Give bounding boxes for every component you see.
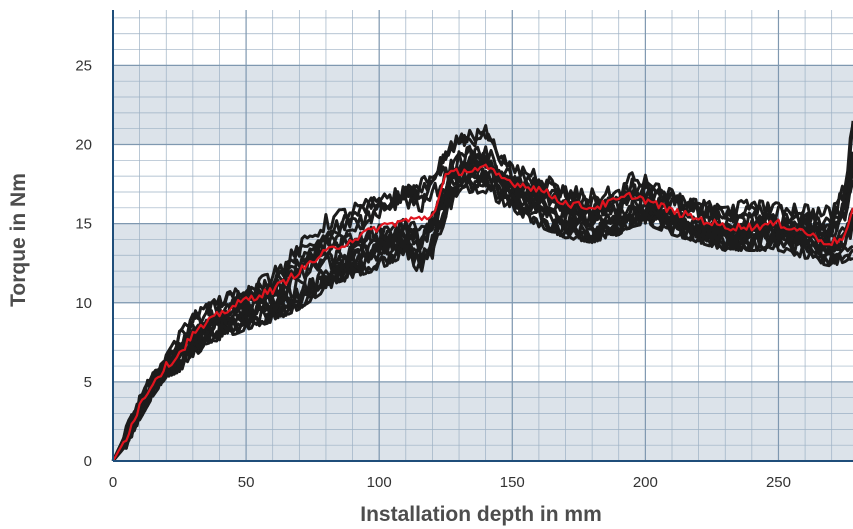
- background-band: [113, 381, 853, 461]
- mean-line: [112, 163, 853, 462]
- y-axis-title: Torque in Nm: [7, 173, 30, 307]
- x-tick-label: 0: [109, 474, 117, 491]
- x-tick-label: 200: [633, 474, 658, 491]
- run-curve: [111, 123, 853, 462]
- x-tick-label: 250: [766, 474, 791, 491]
- x-axis-title: Installation depth in mm: [360, 503, 602, 526]
- run-curve: [111, 184, 853, 462]
- x-tick-label: 150: [500, 474, 525, 491]
- x-tick-label: 50: [238, 474, 255, 491]
- y-tick-label: 0: [84, 453, 92, 470]
- y-tick-label: 25: [75, 57, 92, 74]
- y-tick-label: 20: [75, 137, 92, 154]
- x-tick-label: 100: [367, 474, 392, 491]
- y-tick-label: 10: [75, 295, 92, 312]
- run-curve: [111, 120, 853, 462]
- run-curve: [111, 166, 853, 462]
- y-tick-label: 15: [75, 216, 92, 233]
- y-tick-label: 5: [84, 374, 92, 391]
- mean-curve: [112, 163, 853, 462]
- x-tick-labels: 0 50 100 150 200 250: [109, 474, 791, 491]
- individual-runs: [111, 120, 853, 462]
- y-tick-labels: 0 5 10 15 20 25: [75, 57, 92, 470]
- axes: [112, 10, 853, 462]
